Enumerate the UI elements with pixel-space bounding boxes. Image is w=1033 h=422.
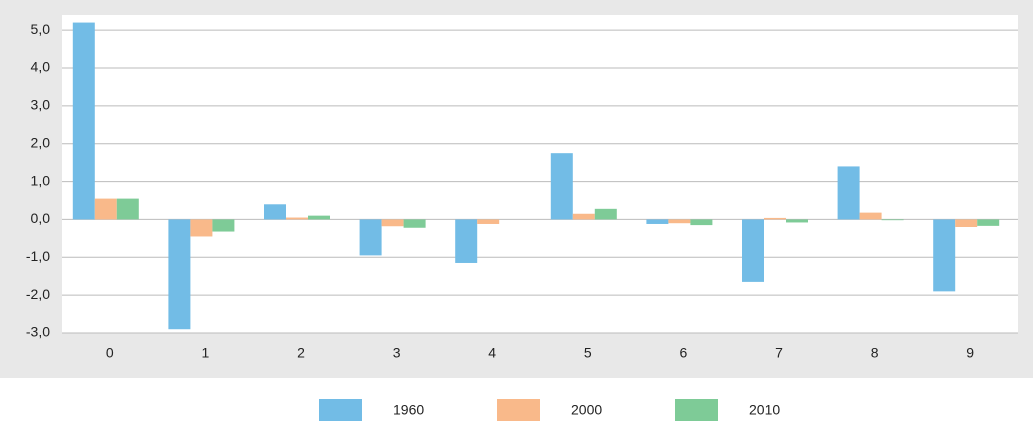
x-tick-label: 5 [584, 345, 592, 361]
bar [742, 219, 764, 282]
bar [764, 217, 786, 220]
y-tick-label: -1,0 [26, 248, 50, 264]
bar [116, 198, 139, 220]
bar [308, 215, 330, 220]
y-tick-label: 3,0 [31, 97, 51, 113]
bar [572, 213, 595, 220]
bar [786, 219, 808, 223]
x-tick-label: 1 [202, 345, 210, 361]
legend-label: 1960 [393, 402, 424, 418]
bar [477, 219, 500, 224]
y-tick-label: 1,0 [31, 172, 51, 188]
bar [403, 219, 426, 228]
bar [933, 219, 956, 292]
y-tick-label: 4,0 [31, 59, 51, 75]
x-tick-label: 4 [488, 345, 496, 361]
bar [94, 198, 117, 220]
x-tick-label: 3 [393, 345, 401, 361]
x-tick-label: 7 [775, 345, 783, 361]
bar [190, 219, 213, 237]
legend-label: 2010 [749, 402, 780, 418]
x-tick-label: 9 [966, 345, 974, 361]
bar [837, 166, 860, 220]
bar [668, 219, 691, 224]
x-tick-label: 0 [106, 345, 114, 361]
legend-swatch [319, 399, 362, 421]
bar [72, 22, 95, 220]
bar [455, 219, 478, 263]
y-tick-label: -3,0 [26, 324, 50, 340]
bar [212, 219, 235, 232]
plot-area [62, 15, 1018, 333]
legend-swatch [675, 399, 718, 421]
y-tick-label: -2,0 [26, 286, 50, 302]
legend-label: 2000 [571, 402, 602, 418]
legend-swatch [497, 399, 540, 421]
bar [690, 219, 713, 226]
bar [955, 219, 978, 227]
x-tick-label: 8 [871, 345, 879, 361]
bar [264, 204, 286, 220]
bar [550, 153, 573, 220]
bar [381, 219, 404, 227]
y-tick-label: 2,0 [31, 134, 51, 150]
bar [977, 219, 1000, 226]
x-tick-label: 2 [297, 345, 305, 361]
bar [168, 219, 191, 330]
bar [881, 219, 904, 221]
x-tick-label: 6 [680, 345, 688, 361]
y-tick-label: 0,0 [31, 210, 51, 226]
bar [594, 208, 617, 220]
bar [646, 219, 669, 224]
bar [359, 219, 382, 256]
bar [859, 212, 882, 220]
y-tick-label: 5,0 [31, 21, 51, 37]
bar [286, 217, 308, 220]
